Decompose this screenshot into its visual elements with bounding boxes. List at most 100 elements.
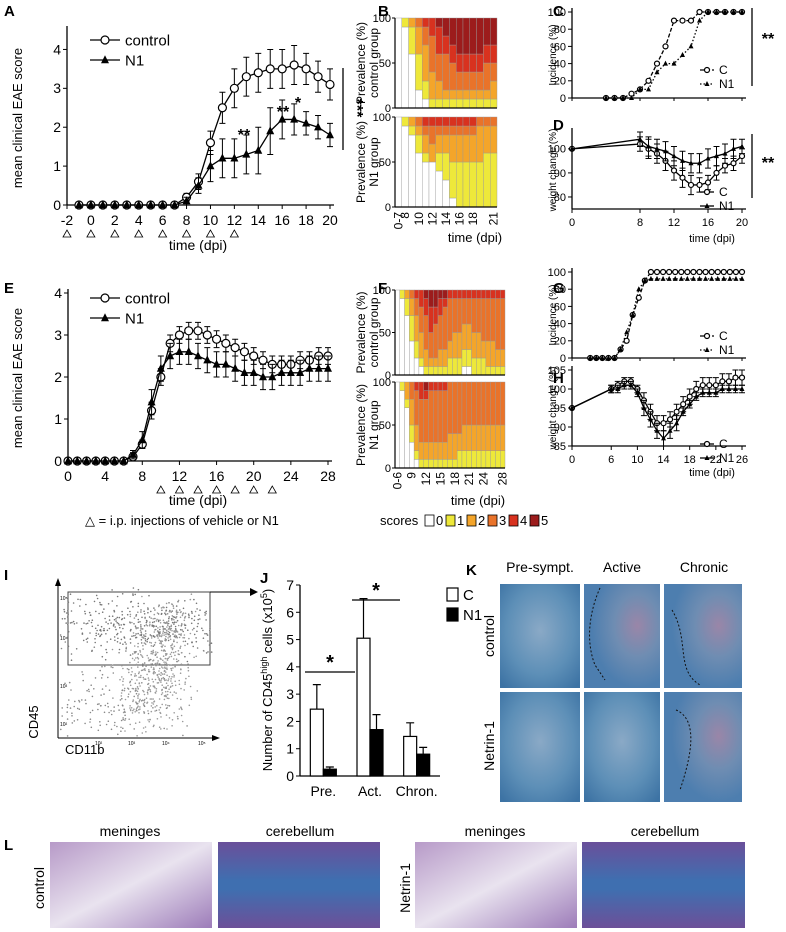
flow-dot [120, 719, 123, 722]
marker [702, 268, 709, 276]
flow-dot [118, 616, 121, 619]
flow-dot [193, 619, 196, 622]
panel-letter: C [553, 3, 564, 20]
flow-dot [137, 602, 140, 605]
flow-tick: 10² [95, 741, 103, 747]
panel-letter: G [553, 280, 565, 297]
flow-dot [197, 618, 199, 621]
stacked-bar [428, 116, 437, 127]
flow-dot [173, 658, 175, 660]
stacked-bar [408, 125, 416, 136]
marker [671, 153, 677, 159]
y-axis-label: Prevalence (%) [354, 291, 368, 373]
flow-dot [67, 645, 70, 648]
stacked-bar [428, 161, 437, 208]
flow-dot [105, 633, 107, 635]
marker [217, 103, 228, 113]
flow-dot [99, 724, 101, 727]
flow-dot [205, 610, 207, 613]
flow-dot [142, 663, 144, 665]
flow-dot [108, 619, 111, 621]
flow-dot [162, 659, 164, 662]
flow-dot [174, 631, 176, 634]
flow-dot [143, 678, 145, 680]
y-tick-label: 7 [286, 577, 294, 593]
flow-dot [188, 614, 190, 617]
flow-dot [88, 620, 90, 622]
stacked-bar [428, 71, 437, 100]
flow-dot [158, 667, 161, 670]
flow-dot [159, 626, 161, 628]
flow-dot [189, 632, 192, 635]
flow-dot [174, 628, 177, 630]
stacked-bar [415, 116, 423, 127]
stacked-bar [500, 450, 506, 469]
stacked-bar [500, 366, 506, 376]
flow-dot [164, 663, 166, 665]
flow-dot [193, 656, 195, 659]
flow-dot [119, 678, 121, 681]
flow-dot [132, 594, 134, 596]
series-line [571, 376, 742, 424]
flow-dot [145, 624, 148, 626]
flow-dot [150, 705, 153, 707]
flow-dot [188, 637, 190, 640]
stacked-bar [442, 366, 448, 376]
x-tick-label: 24 [476, 472, 490, 486]
marker [690, 275, 696, 281]
marker [714, 268, 721, 276]
stacked-bar [413, 459, 420, 469]
flow-dot [132, 699, 135, 701]
flow-dot [140, 669, 143, 672]
flow-dot [105, 723, 108, 726]
marker [653, 60, 661, 67]
marker [726, 386, 732, 391]
flow-dot [146, 640, 148, 643]
error-bar [359, 598, 368, 639]
stacked-bar [483, 62, 491, 91]
stacked-bar [485, 340, 491, 367]
flow-dot [150, 637, 153, 639]
flow-dot [120, 695, 123, 697]
stacked-bar [442, 381, 448, 391]
stacked-bar [476, 332, 482, 359]
marker [704, 455, 710, 460]
lesion-outline [671, 609, 701, 686]
flow-dot [146, 673, 148, 676]
stacked-bar [418, 459, 424, 469]
flow-dot [175, 658, 178, 660]
flow-dot [140, 631, 142, 633]
marker [680, 401, 687, 408]
flow-dot [152, 651, 155, 654]
flow-dot [97, 633, 100, 635]
stacked-bar [483, 98, 491, 109]
flow-dot [129, 654, 132, 656]
flow-dot [135, 651, 138, 653]
y-axis-label: N1 group [367, 137, 381, 187]
stacked-bar [404, 399, 410, 409]
flow-dot [74, 700, 76, 703]
flow-dot [178, 636, 181, 639]
series-line [590, 278, 742, 359]
flow-dot [146, 654, 148, 657]
y-tick-label: 90 [554, 422, 566, 434]
stacked-bar [413, 381, 420, 391]
flow-dot [140, 611, 142, 613]
flow-dot [167, 664, 170, 666]
flow-dot [67, 630, 70, 633]
flow-dot [164, 690, 167, 693]
stacked-bar [490, 366, 496, 376]
significance: ** [277, 104, 290, 121]
legend-label: N1 [719, 199, 735, 213]
flow-dot [170, 646, 173, 649]
flow-dot [122, 627, 124, 630]
flow-dot [193, 615, 196, 618]
flow-dot [157, 637, 159, 639]
x-tick-label: 21 [487, 212, 501, 226]
flow-dot [61, 715, 63, 717]
flow-dot [173, 619, 175, 621]
flow-dot [140, 626, 142, 628]
flow-dot [135, 633, 137, 635]
flow-tick: 10³ [128, 741, 136, 747]
marker [621, 382, 627, 388]
